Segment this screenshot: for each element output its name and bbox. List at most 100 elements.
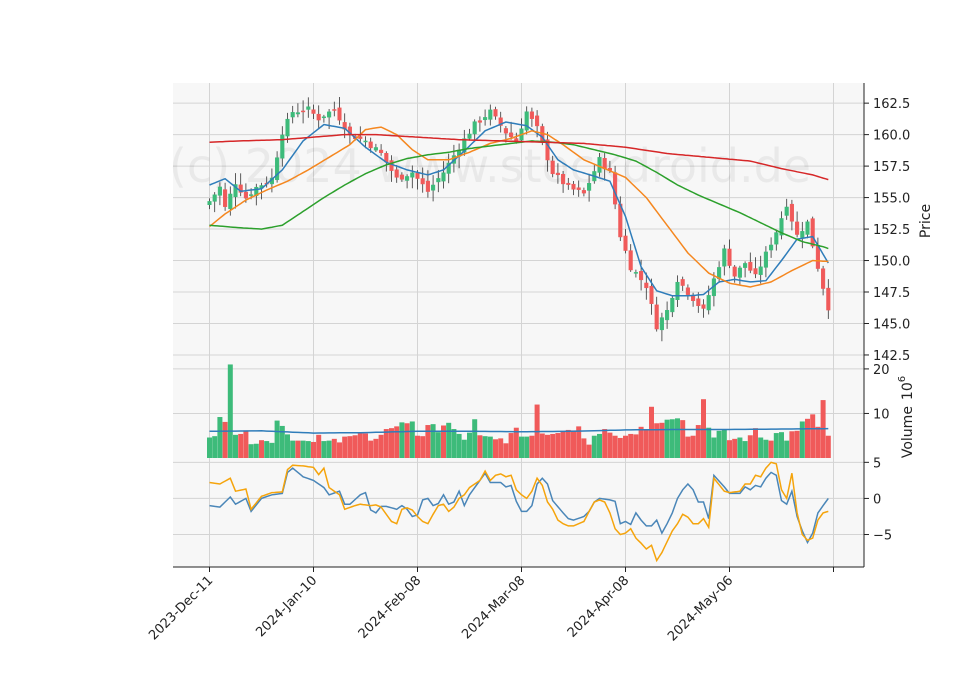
candle-body xyxy=(753,268,758,275)
candle-body xyxy=(321,116,326,119)
candle-body xyxy=(597,157,602,173)
candle-body xyxy=(639,271,644,281)
volume-bar xyxy=(290,440,296,458)
volume-bar xyxy=(233,434,238,458)
volume-bar xyxy=(643,429,649,458)
candle-body xyxy=(441,172,446,182)
candle-body xyxy=(535,115,540,127)
candle-body xyxy=(743,263,748,268)
volume-bar xyxy=(347,436,353,458)
candle-body xyxy=(685,287,690,295)
candle-body xyxy=(462,138,467,153)
volume-bar xyxy=(321,441,327,458)
candle-body xyxy=(524,111,529,131)
volume-bar xyxy=(503,443,509,458)
volume-bar xyxy=(612,435,618,458)
price-y-tick-label: 157.5 xyxy=(873,160,910,175)
volume-bar xyxy=(768,440,774,458)
price-y-tick-label: 147.5 xyxy=(873,286,910,301)
volume-bar xyxy=(591,435,597,458)
volume-bar xyxy=(524,436,530,458)
candle-body xyxy=(488,109,493,120)
volume-y-tick-label: 10 xyxy=(873,407,890,422)
volume-bar xyxy=(727,440,732,458)
volume-bar xyxy=(357,433,363,458)
candle-body xyxy=(394,169,399,178)
price-axis-label: Price xyxy=(918,204,934,238)
volume-bar xyxy=(815,426,821,458)
candle-body xyxy=(789,203,794,222)
volume-bar xyxy=(695,425,701,458)
volume-bar xyxy=(295,440,301,458)
candle-body xyxy=(810,218,815,247)
volume-bar xyxy=(711,437,717,458)
volume-average-line xyxy=(209,427,829,434)
volume-bar xyxy=(706,427,712,458)
volume-bar xyxy=(243,430,249,458)
volume-bar xyxy=(305,441,311,458)
volume-bar xyxy=(773,433,779,458)
oscillator-line xyxy=(209,467,829,545)
oscillator-y-tick-label: −5 xyxy=(873,529,892,544)
volume-bar xyxy=(742,441,748,458)
candle-body xyxy=(815,245,820,269)
candle-body xyxy=(509,132,514,138)
volume-bar xyxy=(446,422,452,458)
candle-body xyxy=(701,304,706,309)
volume-axis-label-text: Volume xyxy=(900,406,916,458)
candle-body xyxy=(581,190,586,194)
volume-bar xyxy=(342,436,348,458)
volume-bar xyxy=(779,432,784,458)
volume-bar xyxy=(794,430,800,458)
candle-body xyxy=(779,218,784,236)
candle-body xyxy=(691,295,696,301)
volume-bar xyxy=(799,421,805,458)
volume-bar xyxy=(467,432,472,458)
volume-bar xyxy=(732,438,738,458)
volume-bar xyxy=(789,431,795,458)
volume-bar xyxy=(248,444,254,458)
volume-bar xyxy=(482,436,488,458)
volume-y-tick-label: 20 xyxy=(873,363,890,378)
volume-bar xyxy=(461,439,467,458)
volume-bar xyxy=(753,428,758,458)
moving-average-line xyxy=(209,126,829,288)
candle-body xyxy=(696,298,701,307)
candle-body xyxy=(280,134,285,159)
volume-bar xyxy=(597,433,602,458)
candle-body xyxy=(228,193,233,210)
candle-body xyxy=(316,113,321,121)
volume-bar xyxy=(378,434,384,458)
volume-bar xyxy=(253,443,259,458)
volume-bar xyxy=(638,426,644,458)
volume-bar xyxy=(716,430,722,458)
volume-bar xyxy=(399,422,405,458)
volume-bar xyxy=(539,433,545,458)
volume-bar xyxy=(337,442,342,458)
candle-body xyxy=(405,176,410,181)
candle-body xyxy=(498,117,503,126)
volume-bar xyxy=(415,435,420,458)
moving-average-line xyxy=(209,140,829,250)
candle-body xyxy=(748,261,753,271)
volume-bar xyxy=(617,437,623,458)
candle-body xyxy=(623,235,628,251)
candle-body xyxy=(295,112,300,115)
candle-body xyxy=(431,184,436,191)
candle-body xyxy=(477,120,482,123)
candle-body xyxy=(410,172,415,178)
candle-body xyxy=(467,133,472,139)
volume-bar xyxy=(227,364,233,458)
candle-body xyxy=(503,128,508,134)
x-tick-label: 2024-May-06 xyxy=(665,573,736,644)
candle-body xyxy=(379,149,384,153)
volume-bar xyxy=(368,440,374,458)
volume-bar xyxy=(425,425,431,458)
candle-body xyxy=(706,295,711,311)
volume-bar xyxy=(217,417,223,458)
candle-body xyxy=(483,117,488,121)
candle-body xyxy=(223,189,228,207)
candle-body xyxy=(628,250,633,271)
candle-body xyxy=(659,317,664,331)
candlesticks xyxy=(207,96,831,342)
